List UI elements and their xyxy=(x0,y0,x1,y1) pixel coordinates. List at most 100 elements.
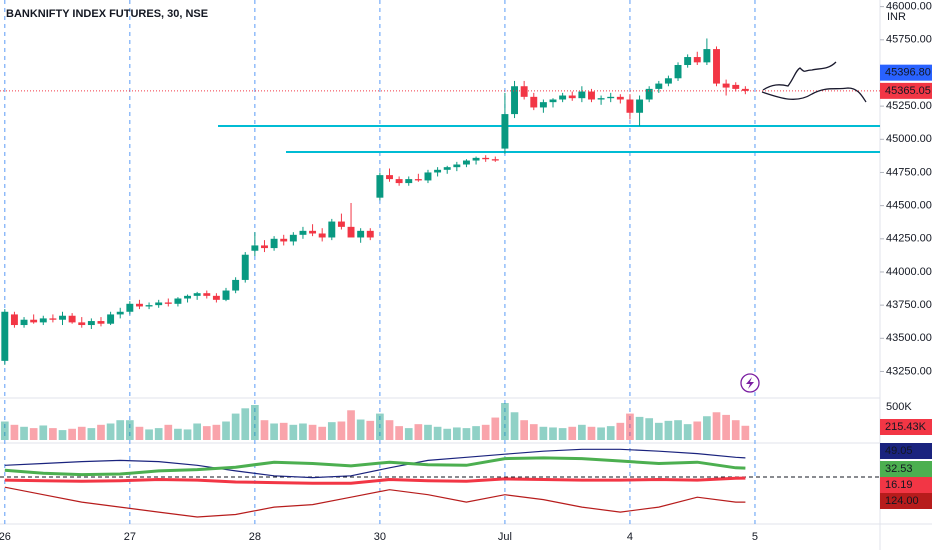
x-tick-label: 30 xyxy=(374,531,386,543)
y-tick-label: 45000.00 xyxy=(886,133,932,145)
candle-body xyxy=(530,96,538,108)
y-tick-label: 44000.00 xyxy=(886,266,932,278)
y-tick-label: 44500.00 xyxy=(886,200,932,212)
candle-body xyxy=(539,102,547,108)
volume-bar xyxy=(712,412,721,440)
volume-bar xyxy=(135,426,144,440)
volume-bar xyxy=(125,420,134,440)
volume-bar xyxy=(626,413,634,440)
drawing[interactable] xyxy=(761,87,867,103)
volume-bar xyxy=(270,423,278,440)
volume-bar xyxy=(424,424,432,440)
candle-body xyxy=(39,318,47,323)
volume-bar xyxy=(510,412,519,440)
candle-body xyxy=(193,293,201,296)
volume-bar xyxy=(183,429,192,440)
indicator-line xyxy=(4,486,746,518)
volume-bar xyxy=(703,416,711,440)
candle-body xyxy=(443,167,451,170)
alert-icon-bolt xyxy=(746,377,754,389)
indicator-label: 49.05 xyxy=(885,445,913,457)
candle-body xyxy=(337,221,345,227)
volume-bar xyxy=(260,420,269,440)
indicator-label: 124.00 xyxy=(885,495,919,507)
volume-bar xyxy=(683,424,692,440)
volume-bar xyxy=(452,427,461,440)
candle-body xyxy=(376,175,384,198)
candle-body xyxy=(107,314,115,324)
price-label: 45365.05 xyxy=(885,85,931,97)
volume-bar xyxy=(308,424,317,440)
volume-bar xyxy=(10,424,19,440)
candle-body xyxy=(318,233,326,238)
candle-body xyxy=(511,86,518,115)
drawing[interactable] xyxy=(762,61,837,91)
candle-body xyxy=(145,305,153,307)
volume-bar xyxy=(58,430,67,440)
volume-bar xyxy=(443,428,452,440)
volume-bar xyxy=(318,426,327,440)
volume-bar xyxy=(501,403,509,440)
candle-body xyxy=(97,321,105,324)
volume-bar xyxy=(202,426,211,440)
volume-bar xyxy=(481,424,490,440)
x-tick-label: Jul xyxy=(498,531,512,543)
candle-body xyxy=(1,311,9,361)
volume-bar xyxy=(20,426,28,440)
volume-bar xyxy=(145,429,153,440)
x-tick-label: 27 xyxy=(124,531,136,543)
volume-bar xyxy=(731,420,740,440)
candle-body xyxy=(251,245,259,251)
candle-body xyxy=(78,322,86,326)
volume-bar xyxy=(49,428,57,440)
candle-body xyxy=(59,315,66,320)
candle-body xyxy=(616,96,624,100)
indicator-label-box xyxy=(880,477,932,493)
candle-body xyxy=(328,221,336,238)
volume-bar xyxy=(587,426,596,440)
volume-bar xyxy=(347,410,355,440)
volume-bar xyxy=(87,428,96,440)
volume-bar xyxy=(154,428,163,440)
volume-bar xyxy=(116,420,125,440)
y-tick-label: 45250.00 xyxy=(886,100,932,112)
candle-body xyxy=(703,49,711,63)
indicator-line xyxy=(4,448,746,479)
candle-body xyxy=(20,319,28,326)
candle-body xyxy=(347,226,355,238)
volume-bar xyxy=(222,421,230,440)
candle-body xyxy=(453,164,461,168)
candle-body xyxy=(309,230,317,234)
volume-bar xyxy=(68,428,76,440)
y-tick-label: 43750.00 xyxy=(886,299,932,311)
candle-body xyxy=(588,91,595,100)
volume-bar xyxy=(462,428,471,440)
candle-body xyxy=(732,84,740,89)
indicator-line xyxy=(4,456,746,477)
volume-bar xyxy=(578,424,586,440)
volume-bar xyxy=(539,426,548,440)
volume-bar xyxy=(289,424,298,440)
candle-body xyxy=(722,83,730,88)
volume-bar xyxy=(29,428,38,440)
candle-body xyxy=(713,49,720,84)
volume-bar xyxy=(722,414,730,440)
candle-body xyxy=(116,311,124,315)
volume-bar xyxy=(356,419,365,440)
volume-bar xyxy=(520,420,528,440)
candle-body xyxy=(203,293,211,296)
volume-label: 215.43K xyxy=(885,421,927,433)
volume-bar xyxy=(395,426,403,440)
volume-bar xyxy=(241,408,250,440)
candle-body xyxy=(636,99,644,113)
candle-body xyxy=(597,98,605,100)
volume-bar xyxy=(376,413,384,440)
candle-body xyxy=(261,245,268,249)
volume-bar xyxy=(404,428,413,440)
volume-bar xyxy=(433,426,442,440)
volume-bar xyxy=(231,413,240,440)
candle-body xyxy=(559,95,567,100)
y-tick-label: 44250.00 xyxy=(886,233,932,245)
candle-body xyxy=(655,83,663,89)
candle-body xyxy=(645,88,653,100)
